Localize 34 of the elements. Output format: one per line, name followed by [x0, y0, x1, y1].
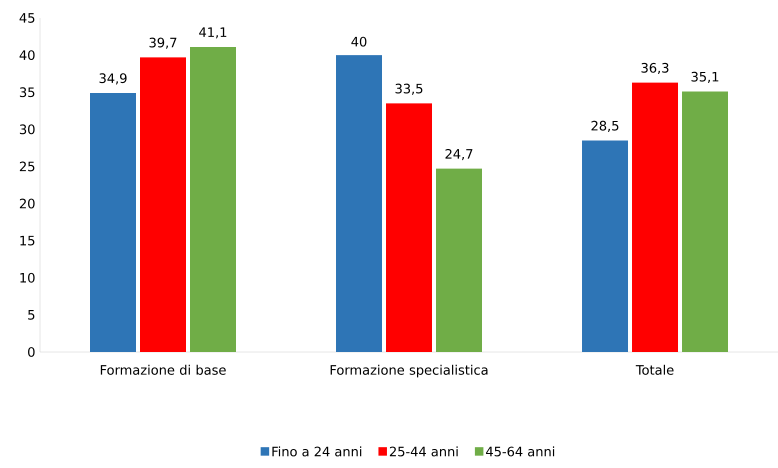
y-tick-label: 40: [20, 50, 35, 60]
data-label: 36,3: [642, 62, 668, 74]
y-tick-label: 10: [20, 272, 35, 283]
legend-label: 25-44 anni: [390, 446, 458, 456]
bar: [336, 55, 382, 352]
data-label: 24,7: [445, 148, 472, 160]
legend-label: Fino a 24 anni: [272, 446, 362, 456]
x-tick-label: Formazione di base: [100, 364, 226, 375]
data-label: 34,9: [100, 73, 127, 84]
y-tick-label: 0: [28, 347, 35, 357]
x-tick-label: Totale: [636, 364, 674, 375]
y-tick-label: 15: [20, 236, 34, 246]
legend-label: 45-64 anni: [486, 446, 554, 456]
bar: [190, 46, 236, 352]
data-label: 33,5: [396, 84, 422, 95]
y-tick-label: 35: [20, 87, 34, 98]
data-label: 28,5: [591, 120, 618, 132]
data-label: 40: [351, 36, 366, 47]
y-tick-label: 30: [20, 124, 35, 134]
data-label: 39,7: [150, 38, 176, 49]
y-tick-label: 45: [20, 13, 34, 23]
data-label: 35,1: [692, 72, 718, 83]
bar: [386, 103, 432, 352]
bar: [140, 57, 186, 352]
bar: [582, 140, 628, 352]
data-label: 41,1: [199, 27, 226, 38]
bar: [90, 92, 136, 352]
y-tick-label: 5: [28, 310, 34, 320]
x-tick-label: Formazione specialistica: [330, 364, 488, 378]
bar: [632, 82, 678, 352]
bar: [682, 91, 728, 352]
y-tick-label: 25: [20, 162, 34, 172]
bar: [436, 168, 482, 352]
y-tick-label: 20: [20, 198, 35, 208]
